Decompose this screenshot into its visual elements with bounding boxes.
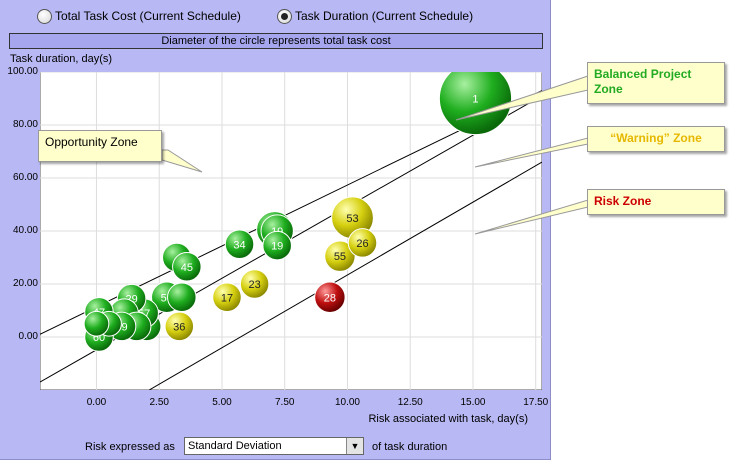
bubble-point[interactable] <box>167 282 197 312</box>
balanced-callout-pointer <box>455 75 589 121</box>
x-tick-label: 0.00 <box>86 397 107 408</box>
bubble-label: 28 <box>324 292 336 304</box>
radio-unselected-icon <box>37 8 52 24</box>
bubble-label: 1 <box>472 94 478 106</box>
y-tick-label: 40.00 <box>12 225 38 236</box>
radio-selected-icon <box>277 8 292 24</box>
y-tick-label: 60.00 <box>12 172 38 183</box>
bubble-point[interactable]: 26 <box>347 228 378 258</box>
risk-callout-pointer <box>474 199 589 235</box>
bubble-label: 34 <box>233 239 245 251</box>
bubble-label: 53 <box>346 213 358 225</box>
risk-measure-value: Standard Deviation <box>188 440 282 452</box>
y-tick-label: 100.00 <box>7 66 38 77</box>
diameter-note: Diameter of the circle represents total … <box>9 33 543 49</box>
bubble-circle[interactable] <box>438 72 513 136</box>
bubble-point[interactable] <box>83 310 110 337</box>
bubble-point[interactable]: 23 <box>239 269 270 299</box>
x-tick-label: 15.00 <box>460 397 486 408</box>
opportunity-zone-text: Opportunity Zone <box>45 135 138 149</box>
bubble-circle[interactable] <box>324 240 356 272</box>
warning-zone-text: “Warning” Zone <box>610 131 702 145</box>
bubble-label: 23 <box>248 279 260 291</box>
bubble-circle[interactable] <box>262 230 292 261</box>
x-axis-label: Risk associated with task, day(s) <box>368 413 528 425</box>
x-tick-label: 10.00 <box>334 397 360 408</box>
grid-lines <box>40 72 542 390</box>
x-tick-label: 2.50 <box>149 397 169 408</box>
bubble-point[interactable]: 36 <box>164 311 195 342</box>
bubble-circle[interactable] <box>347 228 378 258</box>
y-axis-label: Task duration, day(s) <box>10 53 113 65</box>
risk-row: Risk expressed as Standard Deviation ▼ o… <box>0 436 550 458</box>
y-tick-label: 20.00 <box>12 278 38 289</box>
bubble-label: 19 <box>271 241 283 253</box>
bubble-point[interactable]: 55 <box>324 240 356 272</box>
bubbles: 15319552856261934231745365729594760 <box>83 72 513 352</box>
bubble-circle[interactable] <box>164 311 195 342</box>
bubble-circle[interactable] <box>314 281 346 313</box>
y-tick-label: 0.00 <box>18 331 38 342</box>
risk-zone-text: Risk Zone <box>594 194 652 208</box>
opportunity-zone-callout: Opportunity Zone <box>38 130 162 162</box>
bubble-circle[interactable] <box>172 252 202 282</box>
warning-zone-callout: “Warning” Zone <box>587 126 725 152</box>
x-tick-label: 5.00 <box>212 397 232 408</box>
chevron-down-icon[interactable]: ▼ <box>346 438 363 454</box>
y-tick-label: 80.00 <box>12 119 38 130</box>
bubble-circle[interactable] <box>212 282 242 312</box>
bubble-circle[interactable] <box>167 282 197 312</box>
zone-boundary-line <box>148 161 542 390</box>
bubble-point[interactable]: 34 <box>224 229 255 259</box>
risk-measure-dropdown[interactable]: Standard Deviation ▼ <box>184 437 364 455</box>
bubble-point[interactable]: 19 <box>262 230 292 261</box>
bubble-point[interactable]: 1 <box>438 72 513 136</box>
task-duration-radio[interactable]: Task Duration (Current Schedule) <box>277 7 473 25</box>
x-tick-label: 12.50 <box>397 397 423 408</box>
x-tick-label: 17.50 <box>523 397 549 408</box>
opportunity-callout-pointer <box>161 149 203 173</box>
total-task-cost-label: Total Task Cost (Current Schedule) <box>55 9 241 23</box>
bubble-label: 36 <box>173 321 185 333</box>
bubble-circle[interactable] <box>224 229 255 259</box>
task-duration-suffix: of task duration <box>372 441 448 453</box>
risk-expressed-label: Risk expressed as <box>85 441 175 453</box>
bubble-point[interactable]: 45 <box>172 252 202 282</box>
bubble-point[interactable]: 28 <box>314 281 346 313</box>
chart-panel: Total Task Cost (Current Schedule) Task … <box>0 0 551 460</box>
warning-callout-pointer <box>474 137 589 168</box>
bubble-circle[interactable] <box>83 310 110 337</box>
balanced-zone-text: Balanced Project Zone <box>594 67 692 96</box>
task-duration-label: Task Duration (Current Schedule) <box>295 9 474 23</box>
bubble-circle[interactable] <box>239 269 270 299</box>
risk-zone-callout: Risk Zone <box>587 189 725 215</box>
bubble-label: 45 <box>181 262 193 274</box>
total-task-cost-radio[interactable]: Total Task Cost (Current Schedule) <box>37 7 241 25</box>
bubble-label: 17 <box>221 292 233 304</box>
bubble-point[interactable]: 17 <box>212 282 242 312</box>
scatter-plot: 15319552856261934231745365729594760 <box>40 72 542 390</box>
x-tick-label: 7.50 <box>274 397 295 408</box>
bubble-label: 26 <box>356 238 368 250</box>
bubble-label: 55 <box>334 251 346 263</box>
balanced-zone-callout: Balanced Project Zone <box>587 62 725 104</box>
